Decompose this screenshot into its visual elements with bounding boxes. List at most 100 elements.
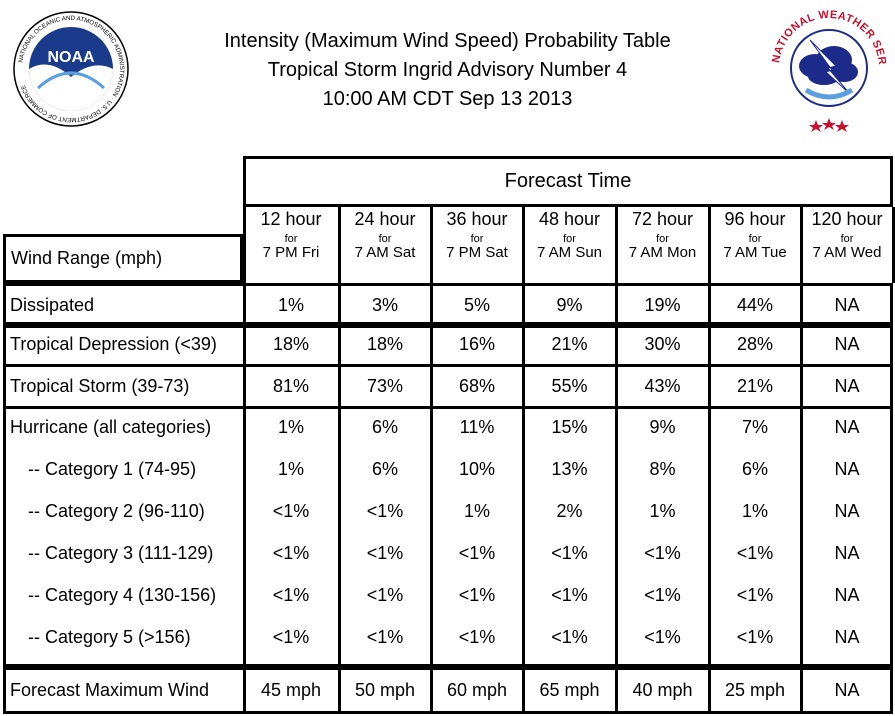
probability-value: 16% xyxy=(458,333,496,354)
hurricane-row: -- Category 3 (111-129) <1% <1% <1% <1% <1% <1… xyxy=(0,532,895,574)
probability-value: <1% xyxy=(551,542,588,563)
max-wind-value: NA xyxy=(834,679,860,700)
probability-value: NA xyxy=(834,542,860,563)
probability-value: <1% xyxy=(458,626,496,647)
divider xyxy=(243,207,246,283)
column-header: 120 hour for 7 AM Wed xyxy=(801,207,893,276)
probability-value: 19% xyxy=(644,294,681,315)
max-wind-value: 60 mph xyxy=(446,679,508,700)
row-label: Tropical Depression (<39) xyxy=(10,333,217,354)
divider xyxy=(430,406,433,667)
probability-value: 6% xyxy=(371,416,398,437)
divider xyxy=(243,364,246,409)
probability-value: <1% xyxy=(458,542,496,563)
max-wind-value: 25 mph xyxy=(724,679,786,700)
hurricane-row: Hurricane (all categories) 1% 6% 11% 15% 9% 7%… xyxy=(0,406,895,448)
hurricane-block xyxy=(3,406,893,667)
probability-value: 1% xyxy=(649,500,676,521)
column-time: 7 AM Sun xyxy=(536,244,603,261)
divider xyxy=(800,283,803,328)
column-header: 12 hour for 7 PM Fri xyxy=(243,207,339,276)
divider xyxy=(430,322,433,367)
page-title: Intensity (Maximum Wind Speed) Probabili… xyxy=(150,27,745,114)
probability-value: 2% xyxy=(556,500,583,521)
divider xyxy=(615,207,618,283)
row-label: Dissipated xyxy=(10,294,95,315)
probability-value: <1% xyxy=(551,626,588,647)
probability-value: <1% xyxy=(366,500,404,521)
probability-value: 68% xyxy=(458,375,496,396)
probability-value: <1% xyxy=(272,542,310,563)
probability-value: 30% xyxy=(644,333,681,354)
probability-value: <1% xyxy=(366,584,404,605)
divider xyxy=(243,322,246,367)
column-time: 7 AM Mon xyxy=(628,244,697,261)
probability-value: 7% xyxy=(741,416,768,437)
max-wind-value: 40 mph xyxy=(632,679,693,700)
probability-value: 8% xyxy=(649,458,676,479)
probability-value: 73% xyxy=(366,375,404,396)
probability-value: 9% xyxy=(649,416,676,437)
probability-value: 43% xyxy=(644,375,681,396)
table-row-content: Dissipated 1% 3% 5% 9% 19% 44% NA xyxy=(0,284,895,326)
probability-value: NA xyxy=(834,375,860,396)
divider xyxy=(708,322,711,367)
probability-value: 21% xyxy=(551,333,588,354)
table-row xyxy=(3,283,893,328)
divider xyxy=(430,283,433,328)
divider xyxy=(522,283,525,328)
divider xyxy=(522,667,525,714)
probability-value: NA xyxy=(834,458,860,479)
row-label: Hurricane (all categories) xyxy=(10,416,212,437)
column-time: 7 AM Tue xyxy=(723,244,787,261)
probability-value: 1% xyxy=(277,294,304,315)
max-wind-value: 50 mph xyxy=(354,679,416,700)
probability-value: 18% xyxy=(366,333,404,354)
column-time: 7 AM Wed xyxy=(812,244,882,261)
probability-value: 5% xyxy=(463,294,490,315)
wind-range-header: Wind Range (mph) xyxy=(3,234,243,283)
divider xyxy=(892,207,895,283)
row-label: -- Category 1 (74-95) xyxy=(28,458,197,479)
column-hours: 72 hour xyxy=(631,209,694,229)
max-wind-row xyxy=(3,667,893,714)
probability-value: <1% xyxy=(644,584,681,605)
title-line-1: Intensity (Maximum Wind Speed) Probabili… xyxy=(224,30,671,52)
probability-value: 1% xyxy=(277,458,304,479)
probability-value: NA xyxy=(834,584,860,605)
noaa-wordmark: NOAA xyxy=(47,49,95,66)
divider xyxy=(338,322,341,367)
probability-value: <1% xyxy=(551,584,588,605)
column-time: 7 PM Sat xyxy=(446,244,508,261)
probability-value: <1% xyxy=(272,626,310,647)
column-for: for xyxy=(748,233,762,245)
divider xyxy=(615,406,618,667)
divider xyxy=(430,207,433,283)
divider xyxy=(522,207,525,283)
divider xyxy=(522,406,525,667)
forecast-time-header: Forecast Time xyxy=(243,156,893,207)
probability-value: <1% xyxy=(366,626,404,647)
divider xyxy=(522,364,525,409)
divider xyxy=(615,364,618,409)
column-for: for xyxy=(563,233,576,245)
column-header: 36 hour for 7 PM Sat xyxy=(431,207,523,276)
probability-value: 6% xyxy=(741,458,768,479)
title-line-2: Tropical Storm Ingrid Advisory Number 4 xyxy=(267,59,628,81)
divider xyxy=(338,667,341,714)
column-for: for xyxy=(840,233,854,245)
max-wind-content: Forecast Maximum Wind 45 mph 50 mph 60 mph 6… xyxy=(0,669,895,711)
probability-value: 81% xyxy=(272,375,310,396)
column-hours: 24 hour xyxy=(354,209,416,229)
probability-value: 1% xyxy=(463,500,490,521)
probability-value: 15% xyxy=(551,416,588,437)
divider xyxy=(800,322,803,367)
divider xyxy=(708,283,711,328)
hurricane-row: -- Category 1 (74-95) 1% 6% 10% 13% 8% 6% NA xyxy=(0,448,895,490)
probability-value: <1% xyxy=(644,542,681,563)
probability-value: 55% xyxy=(551,375,588,396)
probability-value: 18% xyxy=(272,333,310,354)
probability-value: <1% xyxy=(736,584,774,605)
probability-value: 10% xyxy=(458,458,496,479)
column-for: for xyxy=(284,233,298,245)
